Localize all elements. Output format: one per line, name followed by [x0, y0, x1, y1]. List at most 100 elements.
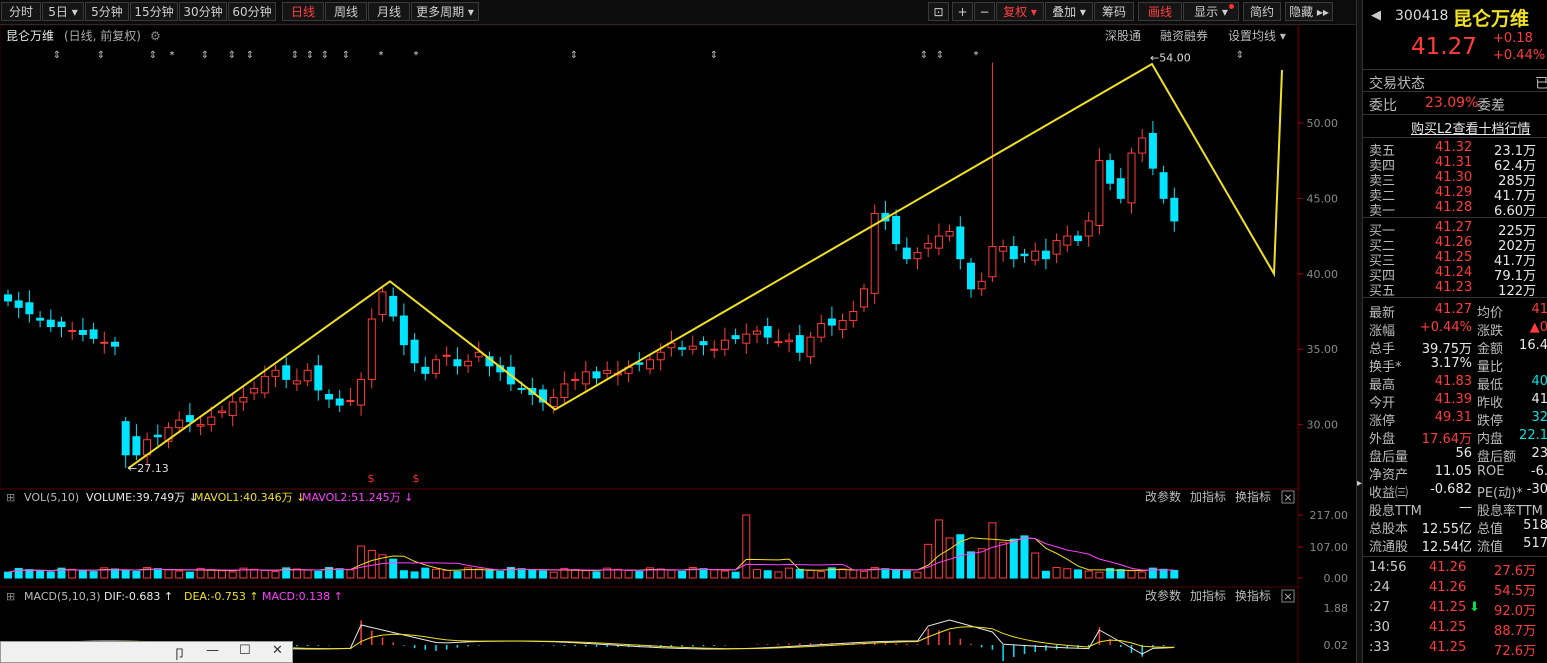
- tool-button-5[interactable]: 简约: [1243, 2, 1281, 21]
- period-tab-9[interactable]: 更多周期 ▾: [411, 2, 479, 21]
- period-tab-8[interactable]: 月线: [368, 2, 410, 21]
- period-tab-3[interactable]: 15分钟: [130, 2, 178, 21]
- period-tab-4[interactable]: 30分钟: [179, 2, 227, 21]
- period-tab-0[interactable]: 分时: [1, 2, 41, 21]
- candle-body: [57, 321, 66, 328]
- stat-label2-2: 金额: [1477, 342, 1504, 357]
- minus-icon[interactable]: −: [974, 2, 995, 21]
- volume-bar: [977, 548, 986, 579]
- maximize-icon[interactable]: ☐: [239, 643, 251, 658]
- tool-button-3[interactable]: 画线: [1138, 2, 1182, 21]
- tool-button-6[interactable]: 隐藏 ▸▸: [1285, 2, 1333, 21]
- volume-bar: [132, 570, 141, 579]
- event-marker-16: ⇕: [936, 50, 944, 61]
- bid-label-0: 买一: [1369, 224, 1396, 239]
- stat-value2-2: 16.4: [1519, 338, 1547, 353]
- tool-button-4[interactable]: 显示 ▾: [1183, 2, 1239, 21]
- candle-body: [260, 375, 269, 394]
- stat-value-10: -0.682: [1430, 482, 1472, 497]
- period-toolbar: 分时 5日 ▾ 5分钟 15分钟 30分钟 60分钟 日线 周线 月线 更多周期 ▾ ⊡ + − 复权 ▾…: [0, 0, 1356, 25]
- stat-label-13: 流通股: [1369, 540, 1409, 555]
- candle-body: [292, 380, 301, 385]
- weicha-label: 委差: [1477, 98, 1505, 114]
- floating-window-bar[interactable]: 卩 — ☐ ✕: [0, 641, 293, 663]
- vol-expand-icon: ⊞: [6, 491, 15, 504]
- period-tab-7[interactable]: 周线: [325, 2, 367, 21]
- minimize-icon[interactable]: —: [206, 643, 219, 658]
- stat-label-0: 最新: [1369, 306, 1396, 321]
- lock-icon[interactable]: ⊡: [928, 2, 949, 21]
- volume-bar: [517, 568, 526, 579]
- vol-ytick-2: 217.00: [1310, 509, 1349, 522]
- plus-icon[interactable]: +: [952, 2, 973, 21]
- bid-label-4: 买五: [1369, 284, 1396, 299]
- volume-bar: [367, 549, 376, 579]
- event-marker-14: ⇕: [710, 50, 718, 61]
- volume-bar: [849, 569, 858, 579]
- volume-bar: [410, 571, 419, 579]
- volume-bar: [389, 558, 398, 579]
- candle-body: [464, 360, 473, 367]
- splitter-arrow-icon[interactable]: ▸: [1357, 478, 1363, 489]
- tool-button-2[interactable]: 筹码: [1094, 2, 1134, 21]
- trade-state-value: 已: [1535, 76, 1547, 92]
- volume-bar: [1170, 569, 1179, 579]
- tool-button-0[interactable]: 复权 ▾: [996, 2, 1044, 21]
- bid-vol-1: 202万: [1498, 239, 1536, 254]
- candle-body: [228, 401, 237, 417]
- candle-body: [913, 252, 922, 260]
- candle-body: [1159, 172, 1168, 199]
- volume-bar: [924, 543, 933, 579]
- last-price: 41.27: [1411, 34, 1477, 60]
- macd-indicator-name: MACD(5,10,3): [24, 590, 101, 603]
- candle-body: [827, 318, 836, 326]
- vol-legend-volume: VOLUME:39.749万 ↓: [86, 491, 198, 504]
- volume-bar: [827, 567, 836, 579]
- tick-time-4: :33: [1369, 640, 1390, 655]
- period-tab-2[interactable]: 5分钟: [85, 2, 129, 21]
- volume-bar: [464, 567, 473, 579]
- candle-body: [763, 326, 772, 338]
- volume-bar: [250, 568, 259, 579]
- l2-link[interactable]: 购买L2查看十档行情: [1411, 122, 1531, 137]
- event-marker-5: ⇕: [228, 50, 236, 61]
- ytick-label-4: 50.00: [1307, 117, 1339, 130]
- stat-value-8: 56: [1455, 446, 1472, 461]
- period-tab-1[interactable]: 5日 ▾: [42, 2, 84, 21]
- main-panel-frame: [0, 25, 1300, 490]
- tick-time-1: :24: [1369, 580, 1390, 595]
- tick-price-0: 41.26: [1429, 560, 1467, 575]
- candle-body: [539, 389, 547, 403]
- candle-body: [892, 215, 901, 245]
- panel-splitter[interactable]: ▸: [1356, 0, 1363, 663]
- stat-value2-12: 518: [1523, 518, 1547, 533]
- header-link-2: 设置均线 ▾: [1228, 29, 1286, 43]
- tool-button-1[interactable]: 叠加 ▾: [1045, 2, 1093, 21]
- period-tab-6[interactable]: 日线: [282, 2, 324, 21]
- vol-ytick-0: 0.00: [1324, 572, 1349, 585]
- candle-body: [442, 354, 451, 357]
- event-marker-3: *: [170, 50, 175, 61]
- ask-price-1: 41.31: [1435, 155, 1473, 170]
- volume-bar: [164, 569, 173, 579]
- kline-chart[interactable]: 昆仑万维 (日线, 前复权) ⚙ 深股通 融资融券 设置均线 ▾ ⇕ ⇕ ⇕ * ⇕ ⇕ ⇕ ⇕ ⇕ ⇕ ⇕ * *…: [0, 25, 1356, 663]
- volume-bar: [603, 567, 612, 579]
- prev-stock-icon[interactable]: ◀: [1371, 8, 1381, 23]
- period-tab-5[interactable]: 60分钟: [228, 2, 276, 21]
- pin-icon[interactable]: 卩: [173, 648, 187, 663]
- volume-bar: [1052, 567, 1061, 579]
- stat-label-3: 换手*: [1369, 360, 1402, 375]
- separator: [1363, 137, 1547, 138]
- separator: [1363, 556, 1547, 557]
- candle-body: [239, 396, 248, 403]
- stat-label2-12: 总值: [1477, 522, 1504, 537]
- volume-bar: [934, 519, 943, 579]
- close-icon[interactable]: ✕: [272, 643, 283, 658]
- weibi-value: 23.09%: [1425, 95, 1479, 111]
- settings-gear-icon: ⚙: [150, 29, 161, 43]
- event-marker-0: ⇕: [53, 50, 61, 61]
- event-marker-17: *: [974, 50, 979, 61]
- volume-bar: [325, 567, 333, 579]
- volume-bar: [860, 570, 868, 579]
- volume-bar: [1116, 569, 1125, 579]
